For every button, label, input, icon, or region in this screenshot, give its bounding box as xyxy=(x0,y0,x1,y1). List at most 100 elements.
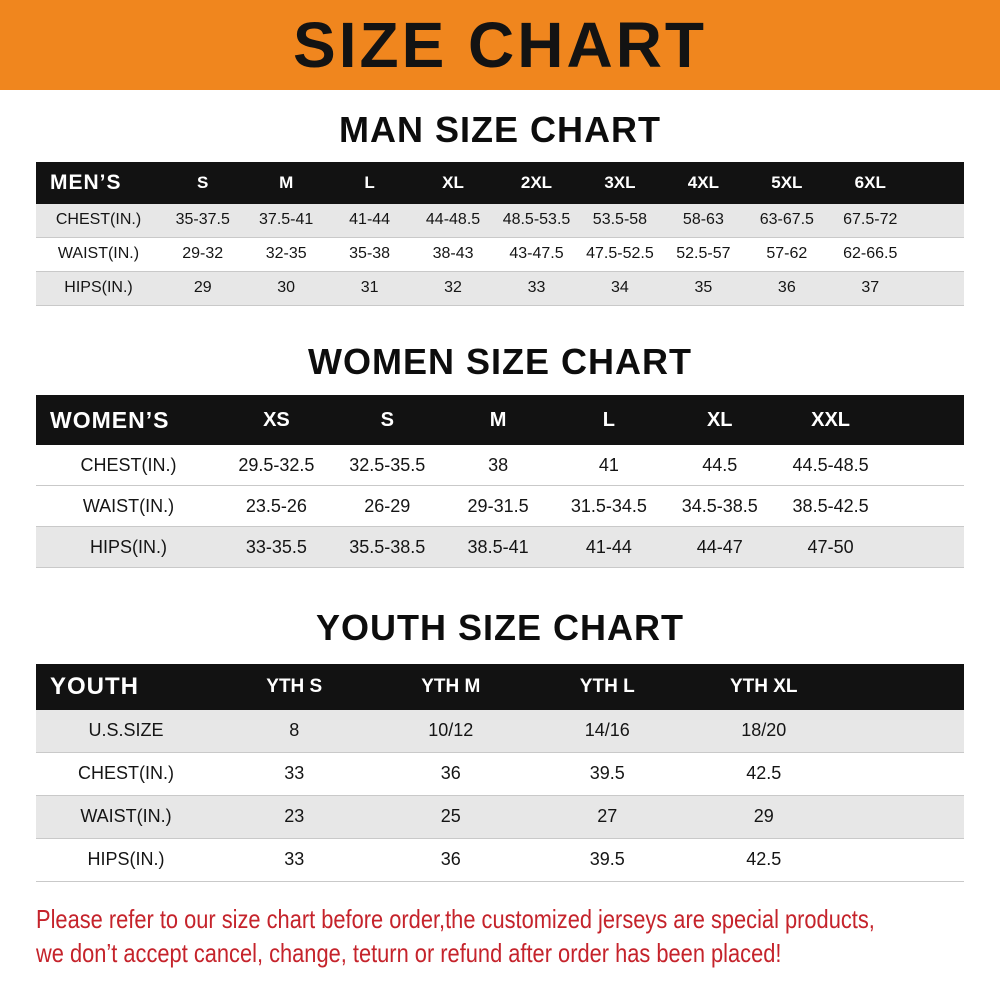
table-cell: 33-35.5 xyxy=(245,536,307,557)
row-label: WAIST(IN.) xyxy=(80,806,172,827)
row-label: CHEST(IN.) xyxy=(78,763,174,784)
table-cell: 35-38 xyxy=(349,245,391,263)
order-notice-line-2: we don’t accept cancel, change, teturn o… xyxy=(36,937,782,968)
table-header-row: YOUTH YTH S YTH M YTH L YTH XL xyxy=(36,663,964,710)
table-cell: 48.5-53.5 xyxy=(502,211,571,229)
column-header: XS xyxy=(263,408,290,431)
table-row: CHEST(IN.) 33 36 39.5 42.5 xyxy=(36,752,964,796)
table-row: HIPS(IN.) 33 36 39.5 42.5 xyxy=(36,838,964,882)
table-cell: 27 xyxy=(597,806,618,827)
row-label: HIPS(IN.) xyxy=(87,849,165,870)
table-cell: 37.5-41 xyxy=(259,211,314,229)
table-cell: 63-67.5 xyxy=(759,211,814,229)
man-section-heading: MAN SIZE CHART xyxy=(339,109,661,150)
table-cell: 47-50 xyxy=(807,536,854,557)
table-header-row: WOMEN’S XS S M L XL XXL xyxy=(36,395,964,446)
table-cell: 37 xyxy=(861,279,880,297)
row-label: HIPS(IN.) xyxy=(89,536,167,557)
table-cell: 34.5-38.5 xyxy=(681,495,758,516)
table-cell: 31.5-34.5 xyxy=(570,495,647,516)
youth-section-heading: YOUTH SIZE CHART xyxy=(315,607,684,649)
column-header: S xyxy=(380,408,394,431)
table-cell: 41 xyxy=(598,454,619,475)
table-cell: 29-31.5 xyxy=(467,495,529,516)
women-section-heading: WOMEN SIZE CHART xyxy=(308,340,692,382)
row-label: CHEST(IN.) xyxy=(80,454,177,475)
table-cell: 25 xyxy=(440,806,461,827)
table-row: CHEST(IN.) 35-37.5 37.5-41 41-44 44-48.5 48.5… xyxy=(36,203,964,238)
table-cell: 41-44 xyxy=(585,536,632,557)
table-corner-label: MEN’S xyxy=(50,170,122,194)
table-cell: 35.5-38.5 xyxy=(349,536,426,557)
table-cell: 32-35 xyxy=(265,245,307,263)
column-header: 5XL xyxy=(771,172,803,192)
table-row: CHEST(IN.) 29.5-32.5 32.5-35.5 38 41 44.5 44.5… xyxy=(36,445,964,487)
table-corner-label: WOMEN’S xyxy=(50,406,170,433)
table-cell: 14/16 xyxy=(584,720,630,741)
table-cell: 47.5-52.5 xyxy=(586,245,654,263)
table-cell: 31 xyxy=(360,279,379,297)
table-cell: 36 xyxy=(440,849,461,870)
column-header: M xyxy=(279,172,294,192)
table-cell: 39.5 xyxy=(589,849,625,870)
table-cell: 38-43 xyxy=(432,245,474,263)
table-cell: 34 xyxy=(611,279,629,297)
men-size-table: MEN’S S M L XL 2XL 3XL 4XL 5XL 6XL CHEST(IN.) 35-37… xyxy=(36,161,964,306)
table-cell: 32.5-35.5 xyxy=(349,454,426,475)
order-notice: Please refer to our size chart before or… xyxy=(36,902,1000,970)
table-cell: 52.5-57 xyxy=(676,245,731,263)
table-cell: 23.5-26 xyxy=(245,495,307,516)
column-header: XL xyxy=(442,172,464,192)
table-cell: 35-37.5 xyxy=(175,211,230,229)
table-cell: 33 xyxy=(284,763,305,784)
table-cell: 39.5 xyxy=(589,763,625,784)
table-cell: 18/20 xyxy=(741,720,787,741)
column-header: YTH L xyxy=(579,675,635,697)
table-cell: 10/12 xyxy=(428,720,474,741)
table-cell: 23 xyxy=(284,806,305,827)
table-cell: 36 xyxy=(440,763,461,784)
column-header: M xyxy=(489,408,507,431)
table-cell: 42.5 xyxy=(746,849,782,870)
table-cell: 38 xyxy=(488,454,509,475)
table-cell: 35 xyxy=(694,279,713,297)
table-cell: 30 xyxy=(277,279,296,297)
column-header: YTH XL xyxy=(729,675,798,697)
table-cell: 38.5-41 xyxy=(467,536,529,557)
order-notice-line-1: Please refer to our size chart before or… xyxy=(36,903,875,934)
table-cell: 62-66.5 xyxy=(843,245,898,263)
table-row: HIPS(IN.) 29 30 31 32 33 34 35 36 37 xyxy=(36,271,964,306)
table-row: WAIST(IN.) 23 25 27 29 xyxy=(36,795,964,839)
table-cell: 44-47 xyxy=(696,536,743,557)
column-header: L xyxy=(364,172,375,192)
table-cell: 29-32 xyxy=(182,245,224,263)
table-row: HIPS(IN.) 33-35.5 35.5-38.5 38.5-41 41-44 44-… xyxy=(36,527,964,569)
table-row: U.S.SIZE 8 10/12 14/16 18/20 xyxy=(36,709,964,753)
table-cell: 32 xyxy=(444,279,462,297)
column-header: YTH S xyxy=(266,675,323,697)
table-cell: 44-48.5 xyxy=(425,211,481,229)
page-title: SIZE CHART xyxy=(293,9,707,81)
table-cell: 57-62 xyxy=(766,245,808,263)
table-cell: 8 xyxy=(289,720,300,741)
youth-size-table: YOUTH YTH S YTH M YTH L YTH XL U.S.SIZE 8 10/12… xyxy=(36,663,964,882)
column-header: YTH M xyxy=(421,675,481,697)
table-cell: 53.5-58 xyxy=(592,211,648,229)
row-label: CHEST(IN.) xyxy=(55,211,142,229)
table-cell: 43-47.5 xyxy=(509,245,564,263)
table-row: WAIST(IN.) 23.5-26 26-29 29-31.5 31.5-34.5 34… xyxy=(36,486,964,528)
column-header: XXL xyxy=(811,408,851,431)
column-header: 2XL xyxy=(520,172,553,192)
table-cell: 67.5-72 xyxy=(843,211,898,229)
row-label: WAIST(IN.) xyxy=(57,245,140,263)
table-cell: 44.5 xyxy=(702,454,738,475)
size-chart-banner: SIZE CHART xyxy=(0,0,1000,90)
column-header: 3XL xyxy=(604,172,636,192)
table-cell: 33 xyxy=(527,279,546,297)
row-label: WAIST(IN.) xyxy=(82,495,175,516)
table-cell: 41-44 xyxy=(349,211,391,229)
column-header: 6XL xyxy=(854,172,886,192)
table-cell: 36 xyxy=(777,279,796,297)
table-row: WAIST(IN.) 29-32 32-35 35-38 38-43 43-47.5 47.… xyxy=(36,237,964,272)
table-cell: 38.5-42.5 xyxy=(792,495,869,516)
